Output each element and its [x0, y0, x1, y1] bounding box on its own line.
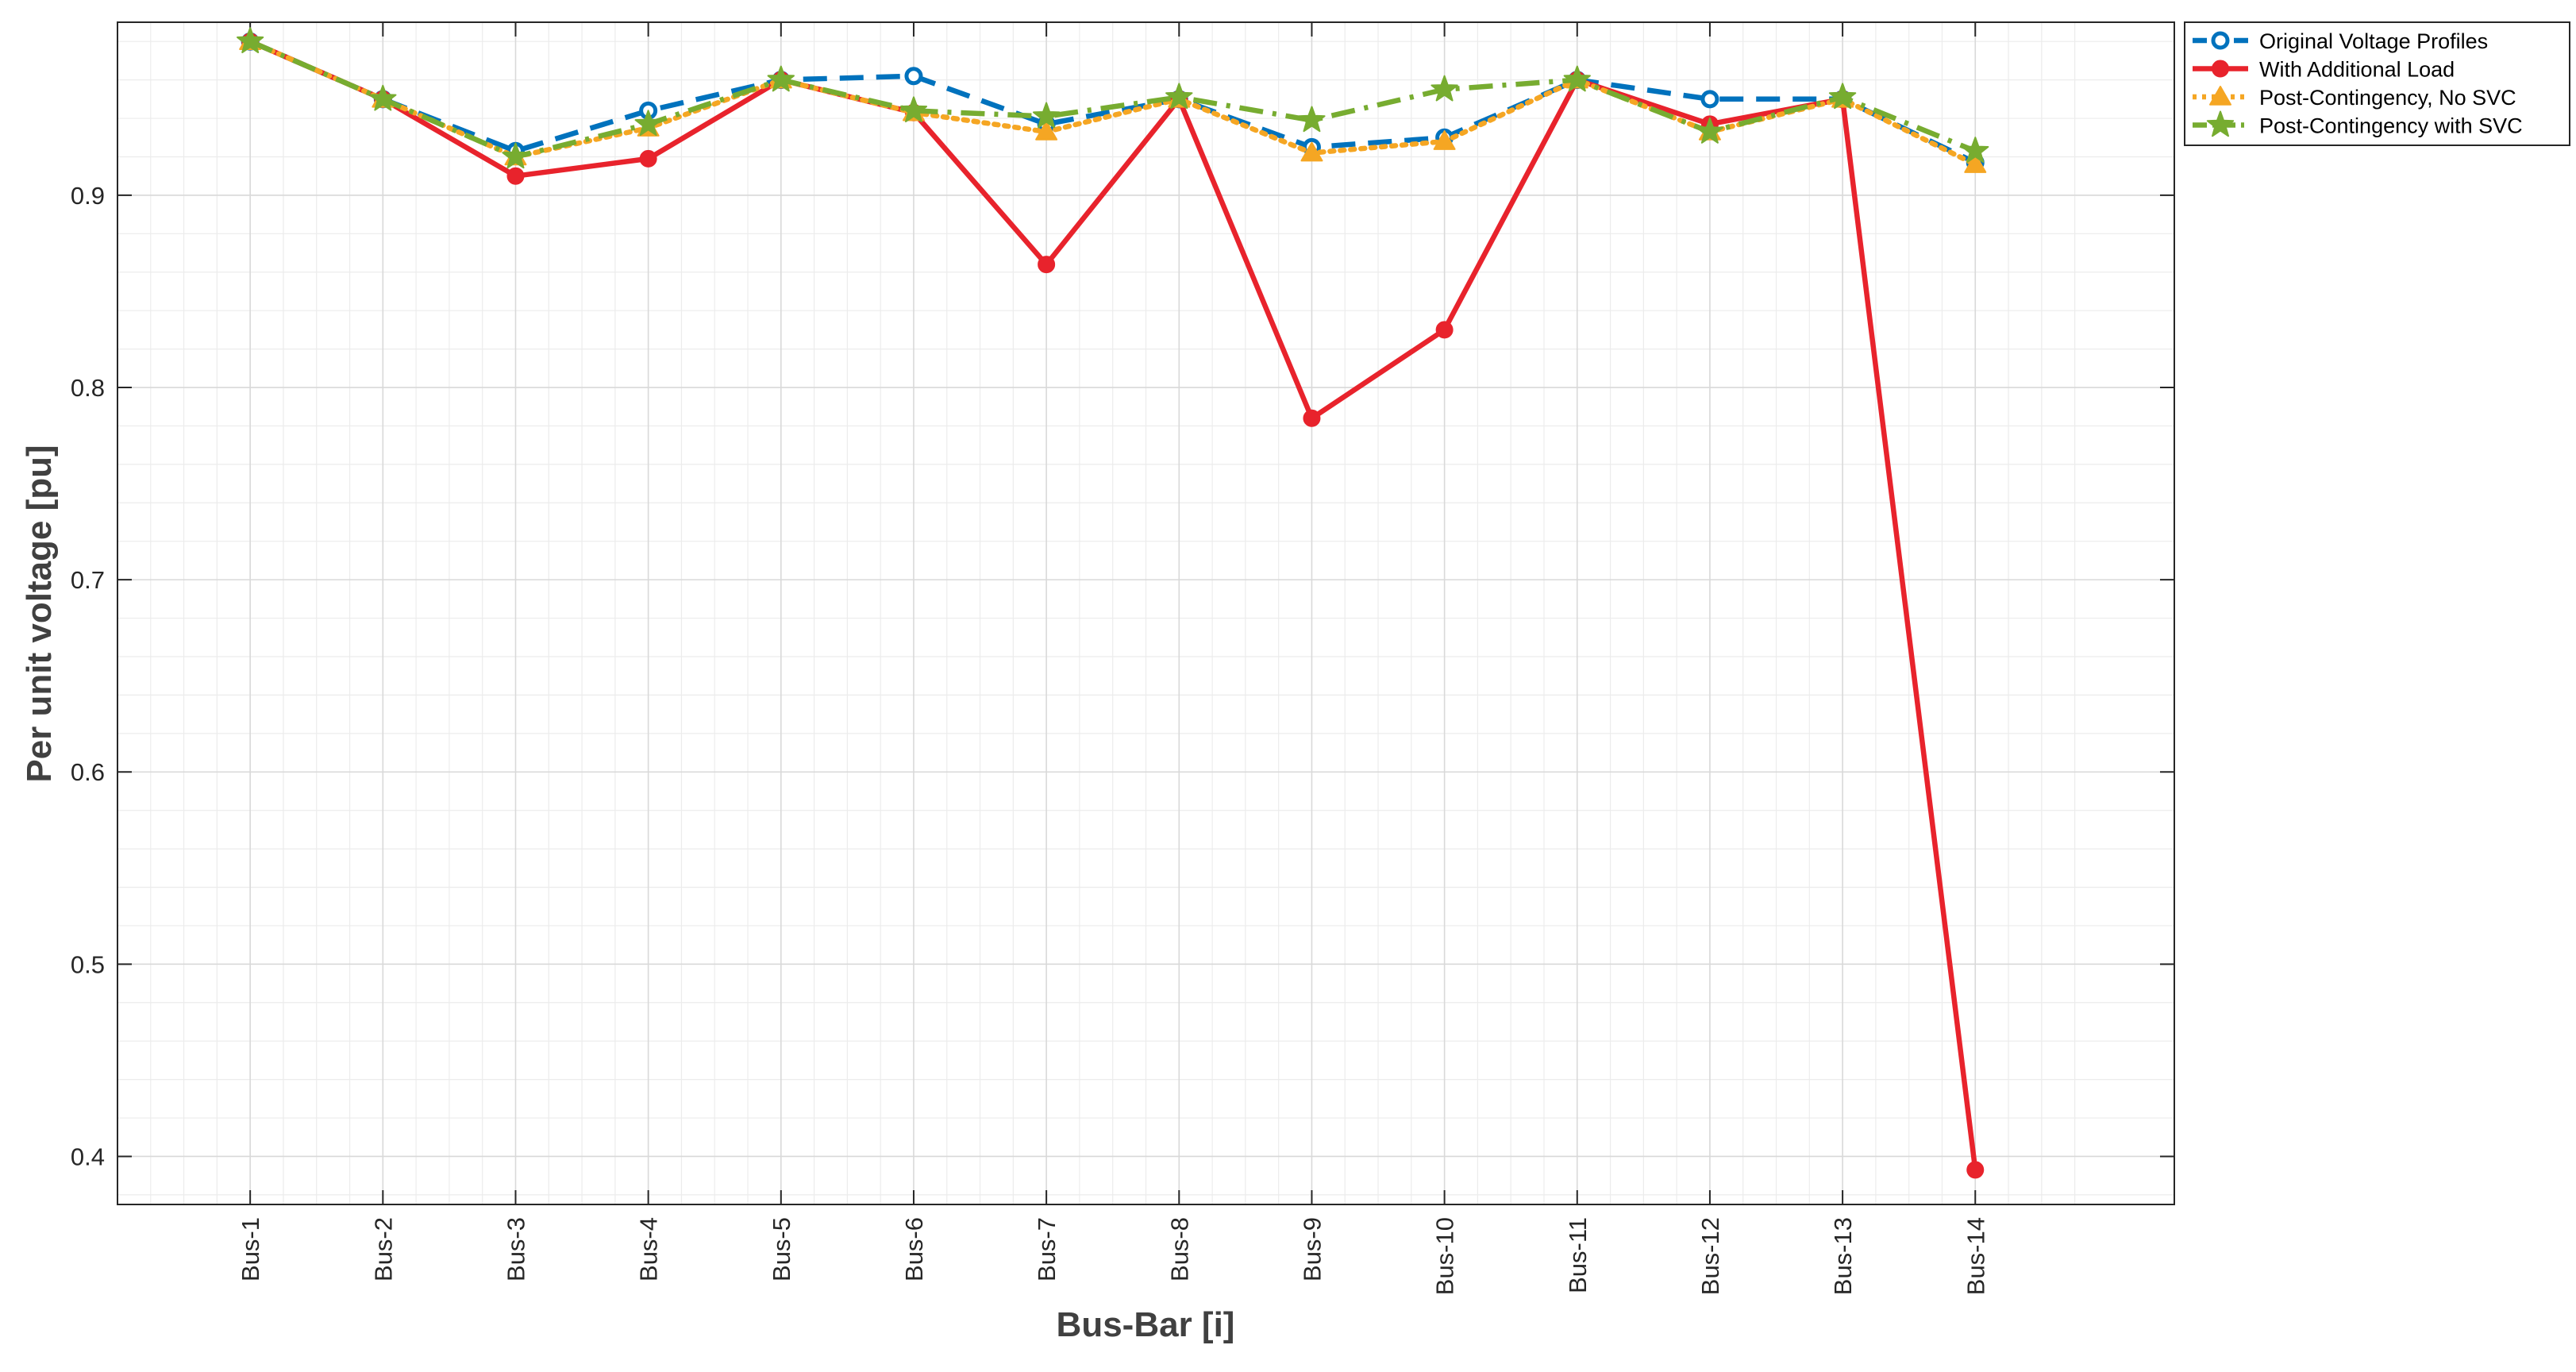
data-point-4 [502, 142, 529, 169]
x-tick-label: Bus-2 [369, 1217, 397, 1281]
data-point-2 [1966, 1161, 1985, 1179]
data-point-4 [1165, 83, 1193, 110]
y-axis-title: Per unit voltage [pu] [20, 445, 59, 782]
legend-label: Post-Contingency with SVC [2259, 114, 2523, 138]
data-point-4 [1430, 75, 1458, 102]
data-point-4 [1563, 65, 1591, 92]
data-point-4 [1696, 118, 1724, 144]
x-axis-title: Bus-Bar [i] [1057, 1305, 1235, 1344]
y-tick-label: 0.9 [71, 182, 105, 210]
y-tick-label: 0.7 [71, 566, 105, 594]
legend-label: With Additional Load [2259, 58, 2455, 82]
legend-label: Post-Contingency, No SVC [2259, 86, 2516, 110]
x-tick-label: Bus-3 [502, 1217, 529, 1281]
data-point-4 [1962, 137, 1989, 163]
legend: Original Voltage Profiles With Additional… [2184, 21, 2570, 146]
legend-marker [2206, 110, 2235, 137]
legend-entry-4: Post-Contingency with SVC [2193, 110, 2523, 138]
data-point-4 [237, 27, 264, 53]
data-point-3 [1035, 121, 1058, 141]
legend-label: Original Voltage Profiles [2259, 29, 2488, 53]
series-line-3 [247, 38, 1978, 168]
data-point-1 [904, 67, 923, 86]
x-tick-label: Bus-10 [1431, 1217, 1459, 1295]
series-layer [237, 27, 1989, 1179]
y-tick-label: 0.4 [71, 1143, 105, 1170]
legend-marker [2209, 86, 2231, 106]
x-tick-label: Bus-14 [1962, 1217, 1989, 1295]
data-point-2 [1435, 321, 1454, 339]
data-point-2 [639, 149, 657, 168]
plot-frame [117, 21, 2175, 1205]
data-point-1 [1700, 90, 1719, 109]
x-tick-label: Bus-9 [1298, 1217, 1326, 1281]
data-point-2 [506, 167, 525, 185]
x-tick-label: Bus-8 [1165, 1217, 1193, 1281]
data-point-3 [1300, 141, 1323, 162]
legend-marker [2211, 31, 2230, 50]
data-point-4 [1828, 83, 1857, 110]
data-point-4 [1033, 102, 1061, 129]
x-tick-label: Bus-1 [237, 1217, 264, 1281]
data-point-4 [369, 84, 397, 111]
data-point-2 [1303, 409, 1321, 427]
x-tick-label: Bus-4 [635, 1217, 663, 1281]
data-point-4 [899, 96, 928, 123]
legend-box [2184, 21, 2570, 146]
data-point-4 [1298, 106, 1326, 133]
x-tick-label: Bus-13 [1829, 1217, 1857, 1295]
data-point-3 [1433, 130, 1456, 150]
x-tick-labels: Bus-1 Bus-2 Bus-3 Bus-4 Bus-5 Bus-6 Bus-7 Bus-8… [237, 1217, 1989, 1295]
legend-marker [2212, 60, 2229, 78]
series-line-2 [248, 39, 1978, 1170]
data-point-4 [634, 110, 662, 137]
legend-entry-1: Original Voltage Profiles [2193, 29, 2488, 53]
x-tick-label: Bus-7 [1033, 1217, 1061, 1281]
x-tick-label: Bus-12 [1696, 1217, 1724, 1295]
y-tick-labels: 0.4 0.5 0.6 0.7 0.8 0.9 [71, 182, 105, 1171]
series-4 [237, 27, 1989, 169]
data-point-3 [1964, 153, 1987, 173]
data-point-2 [1038, 256, 1056, 274]
axis-ticks [117, 22, 2174, 1204]
x-tick-label: Bus-11 [1564, 1217, 1592, 1293]
legend-entry-2: With Additional Load [2193, 58, 2455, 82]
series-line-4 [248, 39, 1977, 160]
x-tick-label: Bus-6 [900, 1217, 928, 1281]
legend-entry-3: Post-Contingency, No SVC [2193, 86, 2516, 110]
data-point-4 [767, 65, 795, 92]
y-tick-label: 0.8 [71, 374, 105, 402]
x-tick-label: Bus-5 [768, 1217, 795, 1281]
series-line-1 [248, 39, 1977, 165]
major-grid [117, 22, 2174, 1204]
y-tick-label: 0.5 [71, 950, 105, 978]
y-tick-label: 0.6 [71, 758, 105, 786]
